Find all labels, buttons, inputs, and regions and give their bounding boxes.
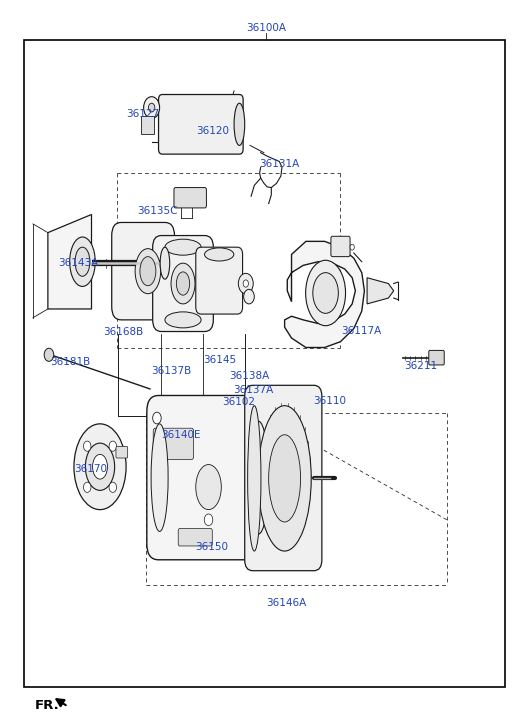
Text: 36137A: 36137A xyxy=(233,385,273,395)
Circle shape xyxy=(148,103,155,112)
Circle shape xyxy=(153,412,161,424)
FancyBboxPatch shape xyxy=(153,428,194,459)
Circle shape xyxy=(244,289,254,304)
FancyBboxPatch shape xyxy=(147,395,270,560)
Text: 36110: 36110 xyxy=(313,396,346,406)
Ellipse shape xyxy=(196,465,221,510)
FancyBboxPatch shape xyxy=(429,350,444,365)
Bar xyxy=(141,116,154,134)
Text: FR.: FR. xyxy=(35,699,60,712)
Text: 36140E: 36140E xyxy=(161,430,201,440)
Text: 36117A: 36117A xyxy=(342,326,382,336)
Polygon shape xyxy=(367,278,394,304)
FancyBboxPatch shape xyxy=(178,529,212,546)
Ellipse shape xyxy=(258,406,311,551)
Circle shape xyxy=(144,97,160,119)
Circle shape xyxy=(350,244,354,250)
Circle shape xyxy=(44,348,54,361)
Text: 36120: 36120 xyxy=(196,126,229,136)
Text: 36150: 36150 xyxy=(195,542,228,552)
FancyBboxPatch shape xyxy=(116,446,128,458)
Ellipse shape xyxy=(234,103,245,145)
Text: 36100A: 36100A xyxy=(246,23,286,33)
Ellipse shape xyxy=(269,435,301,522)
Circle shape xyxy=(109,441,117,451)
Polygon shape xyxy=(148,422,203,467)
Bar xyxy=(24,40,505,687)
Text: 36131A: 36131A xyxy=(259,158,300,169)
Circle shape xyxy=(243,280,248,287)
Polygon shape xyxy=(285,241,364,348)
Circle shape xyxy=(84,441,91,451)
Text: 36102: 36102 xyxy=(222,397,255,407)
Circle shape xyxy=(238,273,253,294)
Circle shape xyxy=(109,482,117,492)
Text: 36135C: 36135C xyxy=(137,206,177,216)
Ellipse shape xyxy=(70,237,95,286)
Ellipse shape xyxy=(313,273,338,313)
Text: 36170: 36170 xyxy=(74,464,107,474)
Text: 36181B: 36181B xyxy=(51,357,91,367)
Ellipse shape xyxy=(160,247,170,279)
Text: 36137B: 36137B xyxy=(151,366,192,376)
FancyBboxPatch shape xyxy=(196,247,243,314)
Ellipse shape xyxy=(171,263,195,304)
Text: 36138A: 36138A xyxy=(229,371,269,381)
Ellipse shape xyxy=(204,248,234,261)
Polygon shape xyxy=(48,214,92,309)
FancyBboxPatch shape xyxy=(174,188,206,208)
FancyBboxPatch shape xyxy=(153,236,213,332)
Ellipse shape xyxy=(165,239,201,255)
FancyBboxPatch shape xyxy=(159,95,243,154)
FancyBboxPatch shape xyxy=(112,222,174,320)
Circle shape xyxy=(204,514,213,526)
Ellipse shape xyxy=(74,424,126,510)
Ellipse shape xyxy=(248,421,269,534)
Ellipse shape xyxy=(93,454,107,479)
Ellipse shape xyxy=(140,257,156,286)
Ellipse shape xyxy=(247,406,261,551)
Text: 36168B: 36168B xyxy=(103,327,144,337)
Circle shape xyxy=(84,482,91,492)
FancyBboxPatch shape xyxy=(245,385,322,571)
Ellipse shape xyxy=(176,272,189,295)
FancyBboxPatch shape xyxy=(331,236,350,257)
Ellipse shape xyxy=(305,260,346,326)
Ellipse shape xyxy=(75,247,90,276)
Ellipse shape xyxy=(135,249,161,294)
Ellipse shape xyxy=(85,443,115,491)
Text: 36211: 36211 xyxy=(404,361,437,371)
Ellipse shape xyxy=(151,424,168,531)
Text: 36145: 36145 xyxy=(203,355,236,365)
Text: 36127: 36127 xyxy=(126,109,159,119)
Ellipse shape xyxy=(165,312,201,328)
Text: 36143A: 36143A xyxy=(59,258,99,268)
Text: 36146A: 36146A xyxy=(266,598,306,608)
